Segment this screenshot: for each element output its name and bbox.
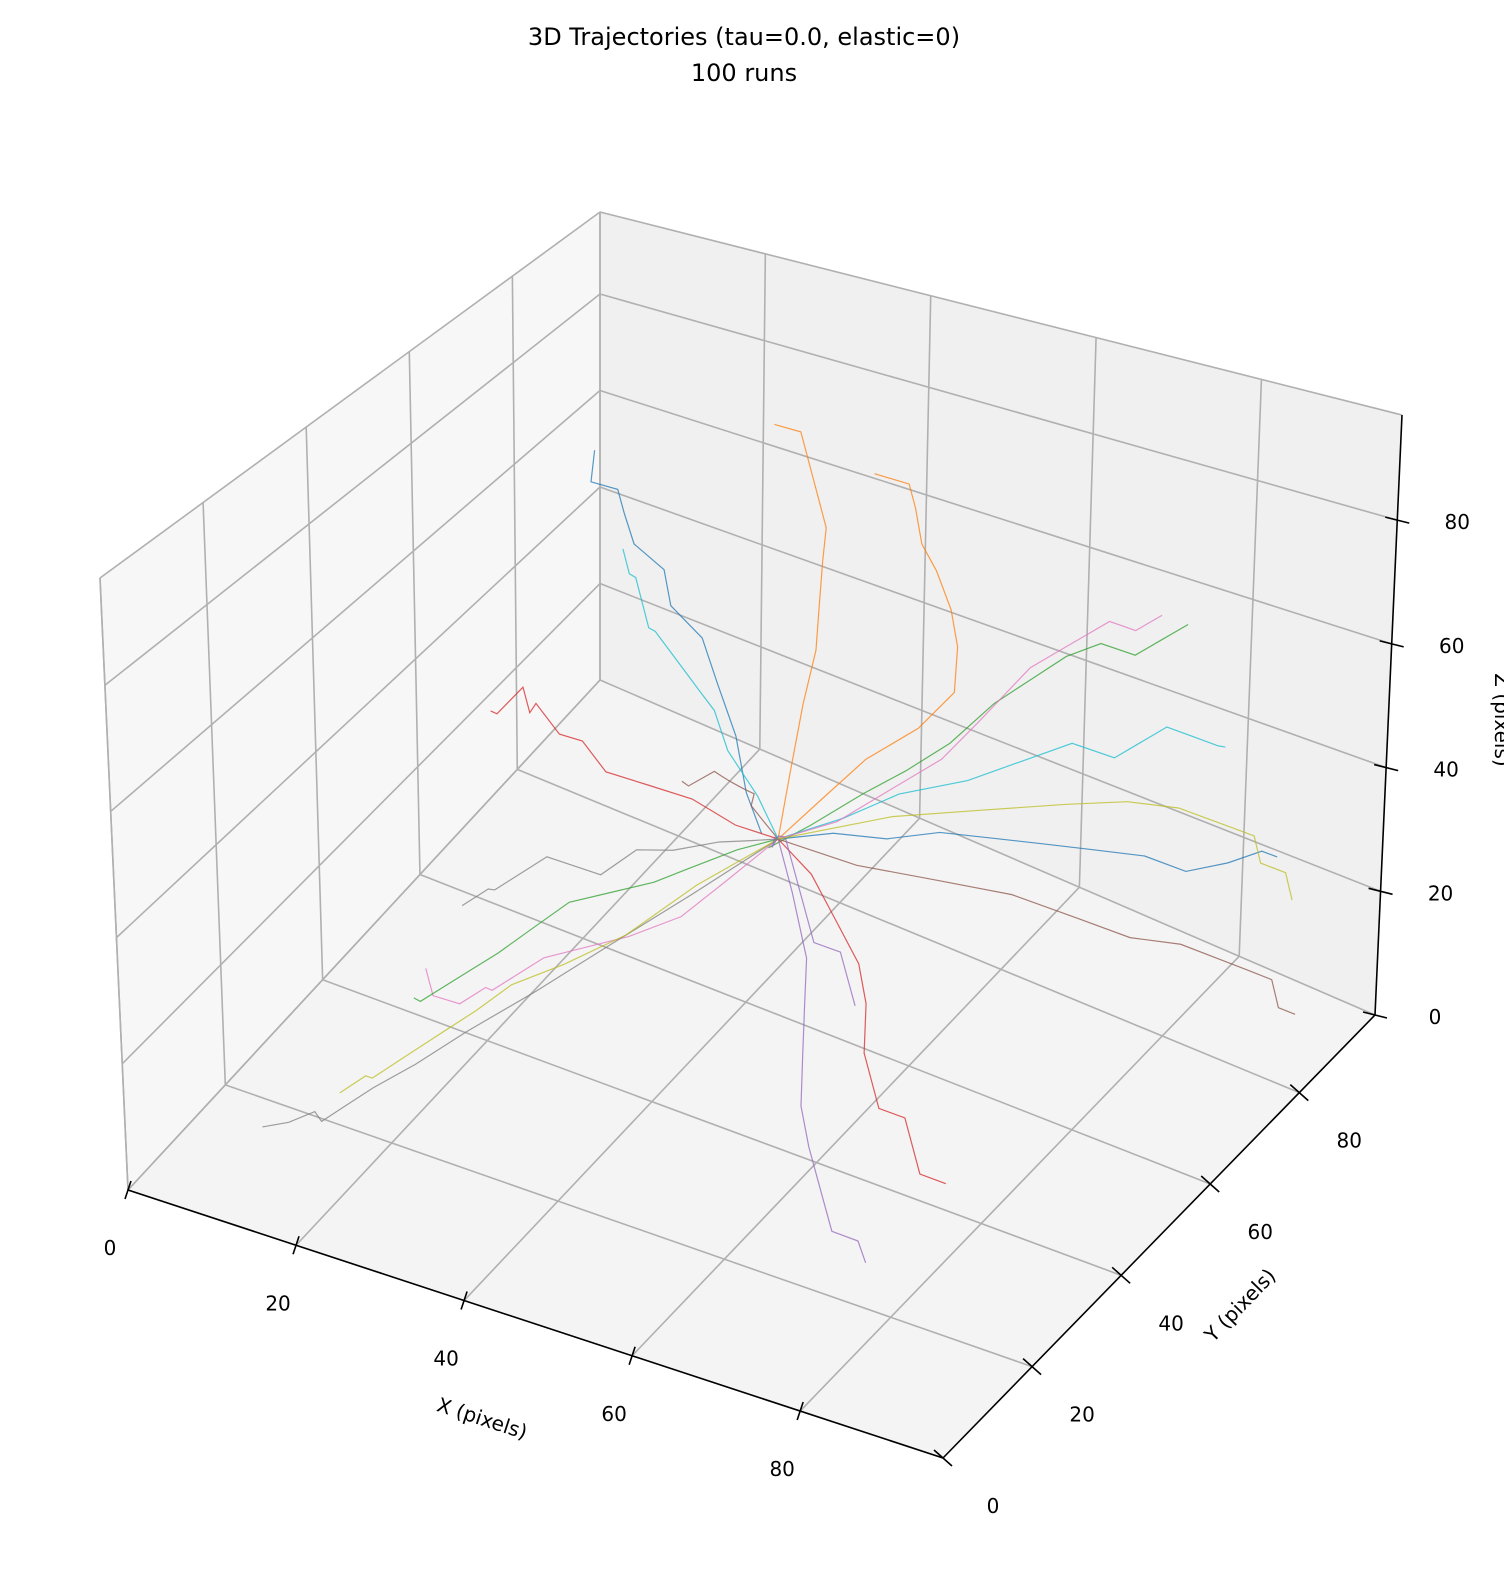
y-tick: [933, 1449, 953, 1467]
floor-grid-x: [799, 955, 1240, 1412]
left-grid-z: [127, 679, 601, 1191]
left-grid-z: [115, 486, 601, 939]
panes: [100, 212, 1402, 1458]
y-tick: [1289, 1084, 1309, 1102]
z-tick-label: 0: [1429, 1005, 1442, 1029]
z-tick-label: 60: [1439, 634, 1464, 658]
trajectory-run: [490, 686, 779, 840]
z-tick: [1373, 763, 1399, 772]
trajectory-run: [777, 473, 959, 840]
z-tick: [1362, 1011, 1388, 1019]
y-axis-line: [942, 1014, 1376, 1459]
left-grid-y: [408, 351, 421, 875]
floor-grid-y: [225, 1084, 1033, 1368]
floor-grid-y: [419, 873, 1211, 1185]
floor-pane: [128, 680, 1375, 1458]
y-tick-label: 20: [1069, 1403, 1094, 1427]
trajectory-run: [777, 838, 947, 1185]
back-grid-x: [1238, 379, 1263, 957]
x-tick: [460, 1291, 468, 1310]
back-grid-x: [918, 295, 932, 819]
z-tick-label: 40: [1433, 758, 1458, 782]
trajectory-run: [768, 623, 1189, 849]
left-grid-z: [104, 293, 601, 686]
x-tick: [628, 1346, 636, 1366]
left-pane: [100, 212, 600, 1190]
z-tick: [1379, 640, 1404, 648]
x-tick: [292, 1236, 300, 1255]
trajectory-run: [777, 726, 1226, 840]
chart-title: 3D Trajectories (tau=0.0, elastic=0): [528, 23, 960, 51]
floor-grid-y: [322, 978, 1122, 1277]
pane-edge: [599, 211, 1403, 416]
x-tick: [796, 1401, 804, 1421]
x-tick-label: 0: [104, 1236, 117, 1260]
left-grid-z: [110, 389, 601, 813]
x-tick-label: 80: [769, 1457, 794, 1481]
back-grid-z: [599, 293, 1398, 521]
trajectory-run: [777, 838, 1296, 1015]
floor-grid-x: [463, 817, 921, 1302]
x-tick-label: 60: [601, 1402, 626, 1426]
trajectory-run: [777, 838, 867, 1263]
y-tick: [1200, 1175, 1220, 1193]
trajectories: [262, 423, 1296, 1263]
z-tick-label: 80: [1445, 510, 1470, 534]
z-tick-label: 20: [1428, 881, 1453, 905]
trajectory-run: [778, 801, 1293, 901]
x-axis-line: [127, 1189, 944, 1459]
z-tick: [1385, 516, 1410, 524]
trajectory-run: [771, 835, 856, 1006]
left-grid-y: [305, 427, 324, 980]
back-grid-x: [758, 253, 767, 750]
back-pane: [600, 212, 1402, 1015]
trajectory-run: [774, 423, 827, 840]
trajectory-run: [413, 838, 779, 1003]
trajectory-run: [622, 548, 779, 840]
pane-edge: [99, 577, 129, 1191]
x-tick-label: 40: [433, 1347, 458, 1371]
trajectory-run: [777, 614, 1163, 840]
back-grid-x: [1078, 337, 1097, 888]
z-tick: [1368, 887, 1393, 896]
y-tick: [1111, 1266, 1131, 1284]
grid-lines: [99, 211, 1403, 1459]
chart-subtitle: 100 runs: [691, 59, 797, 87]
trajectory-run: [681, 770, 779, 840]
floor-grid-y: [516, 768, 1300, 1094]
y-tick: [1022, 1358, 1042, 1376]
back-grid-z: [599, 679, 1376, 1016]
floor-grid-x: [295, 748, 761, 1246]
left-grid-y: [511, 276, 519, 770]
y-tick-label: 40: [1158, 1311, 1183, 1335]
z-axis-line: [1374, 414, 1403, 1016]
floor-grid-x: [631, 886, 1080, 1357]
x-tick-label: 20: [265, 1291, 290, 1315]
back-grid-z: [599, 486, 1387, 769]
trajectory-run: [590, 450, 763, 834]
y-tick-label: 80: [1337, 1129, 1362, 1153]
y-tick-label: 60: [1247, 1220, 1272, 1244]
y-axis-label: Y (pixels): [1199, 1264, 1281, 1348]
pane-edge: [99, 211, 601, 579]
axes: 0 20 40 60 80 0 20 40 60 80 0 20 40 60 80: [104, 414, 1470, 1518]
y-tick-label: 0: [987, 1494, 1000, 1518]
left-grid-y: [202, 502, 227, 1085]
x-tick: [124, 1180, 132, 1200]
trajectory-run: [461, 838, 779, 907]
trajectory-run: [425, 838, 779, 1005]
x-axis-label: X (pixels): [434, 1392, 530, 1444]
trajectory-run: [339, 838, 779, 1094]
left-grid-z: [121, 582, 601, 1065]
z-axis-label: Z (pixels): [1490, 673, 1504, 766]
trajectory-run: [778, 831, 1278, 873]
back-grid-z: [599, 389, 1392, 645]
back-grid-z: [599, 582, 1381, 893]
